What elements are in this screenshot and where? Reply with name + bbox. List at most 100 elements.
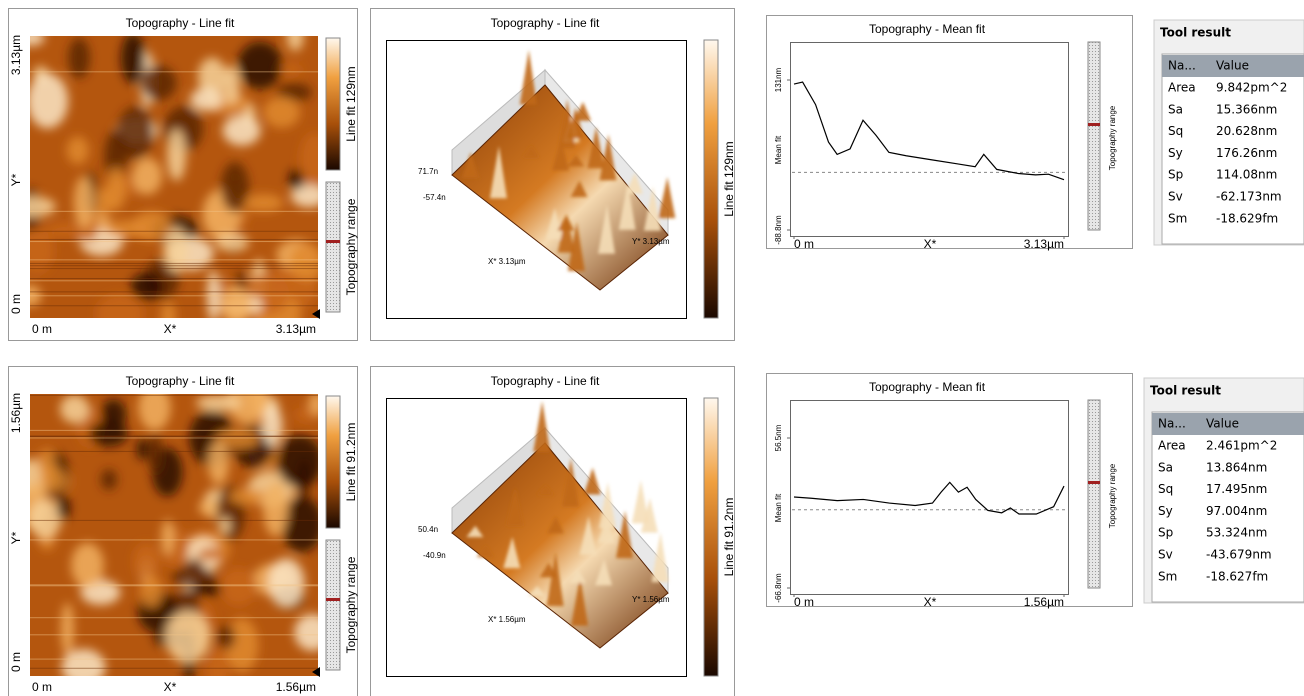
blob <box>136 438 148 460</box>
y-axis-label: Mean fit <box>774 135 783 164</box>
x-tick-label: 1.56µm <box>1024 595 1064 609</box>
blob <box>162 519 174 555</box>
blob <box>167 129 186 181</box>
scan-line <box>30 539 318 540</box>
scan-line <box>30 437 318 438</box>
blob <box>61 603 74 655</box>
z-top-label: 50.4n <box>418 525 438 534</box>
x-axis-label: X* <box>924 595 937 609</box>
blob <box>220 568 256 605</box>
range-bar <box>1088 42 1100 230</box>
scan-line <box>30 668 318 669</box>
y-axis-label: Mean fit <box>774 493 783 522</box>
blob <box>74 176 94 228</box>
scan-line <box>30 263 318 264</box>
table-cell: Sq <box>1168 124 1183 138</box>
range-marker <box>326 240 340 243</box>
range-bar <box>1088 400 1100 588</box>
row: Topography - Line fit1.56µmY*0 m0 mX*1.5… <box>9 367 1304 696</box>
table-cell: Area <box>1168 81 1196 95</box>
blob <box>196 395 242 411</box>
z-top-label: 71.7n <box>418 167 438 176</box>
colorbar-label: Line fit 91.2nm <box>722 498 736 577</box>
blob <box>263 482 288 537</box>
y-axis-bottom: 0 m <box>9 652 23 672</box>
profile-title: Topography - Mean fit <box>869 380 986 394</box>
blob <box>221 162 249 212</box>
blob <box>276 435 323 488</box>
table-cell: Sp <box>1158 526 1173 540</box>
table-cell: -18.629fm <box>1216 211 1278 225</box>
colorbar <box>704 398 718 676</box>
scan-line <box>30 395 318 396</box>
table-cell: Sv <box>1158 548 1173 562</box>
x3d-label: X* 1.56µm <box>488 615 526 624</box>
colorbar <box>326 396 340 528</box>
y3d-label: Y* 3.13µm <box>632 237 670 246</box>
colorbar <box>704 40 718 318</box>
blob <box>229 488 266 504</box>
y-axis-label: Y* <box>9 173 23 186</box>
table-cell: Sv <box>1168 190 1183 204</box>
plot-area <box>791 43 1069 237</box>
blob <box>141 65 177 100</box>
blob <box>190 88 223 111</box>
scan-line <box>30 231 318 232</box>
table-cell: Sm <box>1168 211 1187 225</box>
y-tick-label: 131nm <box>774 67 783 92</box>
range-bar <box>326 182 340 312</box>
x-axis-left: 0 m <box>32 680 52 694</box>
blob <box>117 107 153 160</box>
scan-line <box>30 278 318 279</box>
view3d-title: Topography - Line fit <box>491 16 600 30</box>
scan-line <box>30 451 318 452</box>
profile-title: Topography - Mean fit <box>869 22 986 36</box>
blob <box>217 625 235 649</box>
x3d-label: X* 3.13µm <box>488 257 526 266</box>
range-label: Topography range <box>1108 463 1117 528</box>
scan-line <box>30 585 318 586</box>
table-cell: 20.628nm <box>1216 124 1277 138</box>
column-header: Na... <box>1158 417 1186 431</box>
y-axis-top: 1.56µm <box>9 393 23 433</box>
scan-line <box>30 265 318 266</box>
x-axis-label: X* <box>924 237 937 251</box>
x-axis-left: 0 m <box>32 322 52 336</box>
column-header: Value <box>1216 59 1249 73</box>
blob <box>198 548 226 561</box>
y-axis-bottom: 0 m <box>9 294 23 314</box>
x-axis-right: 1.56µm <box>276 680 316 694</box>
x-axis-label: X* <box>164 322 177 336</box>
blob <box>67 136 89 164</box>
colorbar-label: Line fit 91.2nm <box>344 423 358 502</box>
scan-line <box>30 268 318 269</box>
column-header: Na... <box>1168 59 1196 73</box>
scan-line <box>30 584 318 585</box>
blob <box>263 97 300 128</box>
blob <box>60 395 89 424</box>
image-title: Topography - Line fit <box>126 374 235 388</box>
blob <box>216 235 250 251</box>
blob <box>132 158 162 195</box>
table-cell: Sq <box>1158 482 1173 496</box>
blob <box>101 469 117 490</box>
scan-line <box>30 617 318 618</box>
blob <box>106 220 150 237</box>
screen: Topography - Line fit3.13µmY*0 m0 mX*3.1… <box>0 0 1304 696</box>
blob <box>223 115 261 146</box>
colorbar-label: Line fit 129nm <box>344 66 358 141</box>
table-cell: Sa <box>1158 460 1173 474</box>
x-axis-label: X* <box>164 680 177 694</box>
y-tick-label: -66.8nm <box>774 573 783 603</box>
z-bottom-label: -40.9n <box>423 551 446 560</box>
table-cell: -62.173nm <box>1216 190 1282 204</box>
blob <box>71 543 104 588</box>
blob <box>121 33 145 84</box>
blob <box>268 558 305 607</box>
blob <box>106 167 125 211</box>
table-cell: 176.26nm <box>1216 146 1277 160</box>
table-cell: 13.864nm <box>1206 460 1267 474</box>
table-cell: Area <box>1158 439 1186 453</box>
scan-line <box>30 634 318 635</box>
scan-line <box>30 211 318 212</box>
